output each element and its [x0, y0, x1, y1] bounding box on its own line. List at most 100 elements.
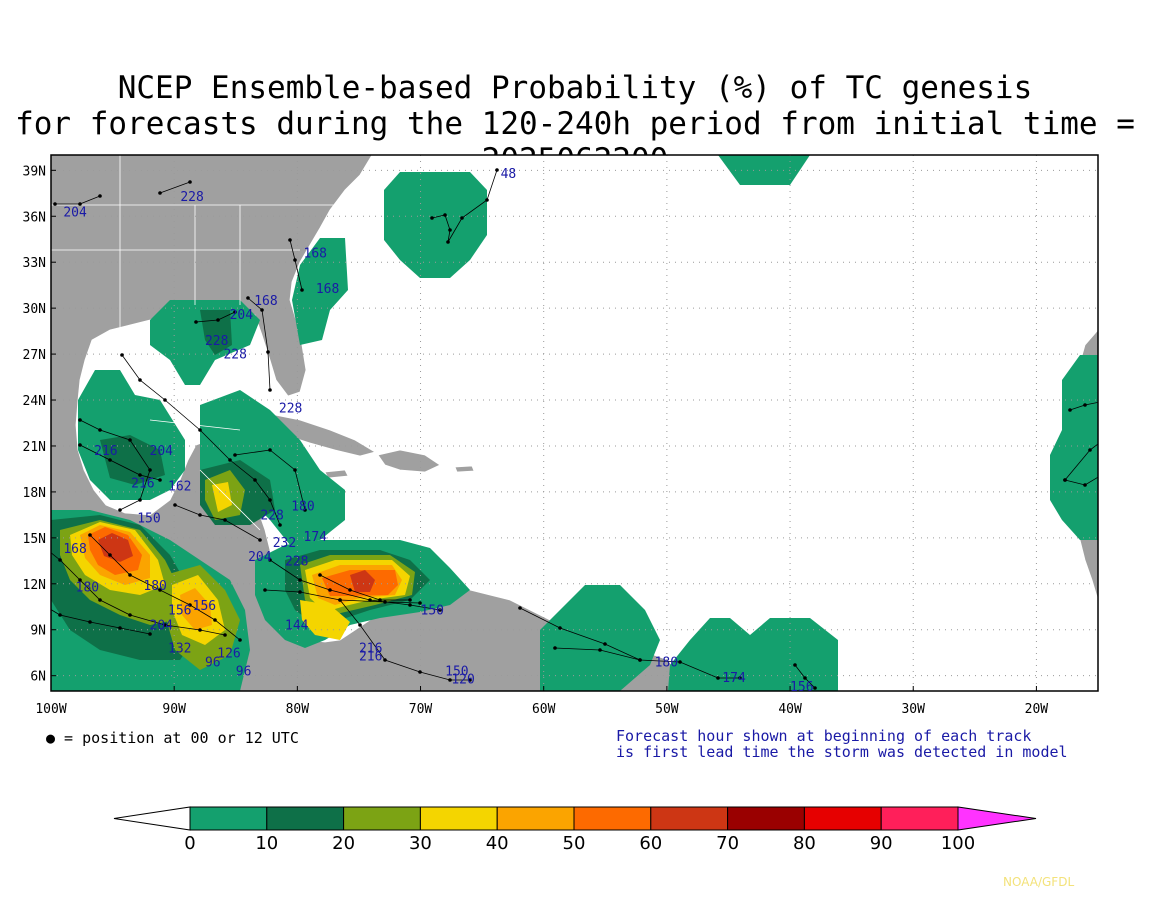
track-dot	[298, 590, 302, 594]
track-dot	[78, 443, 82, 447]
track-dot	[1088, 448, 1092, 452]
colorbar-label: 50	[563, 833, 586, 854]
track-dot	[518, 606, 522, 610]
track-dot	[118, 626, 122, 630]
colorbar-swatch	[880, 806, 959, 831]
track-dot	[288, 238, 292, 242]
forecast-hour-note: Forecast hour shown at beginning of each…	[616, 728, 1068, 760]
track-dot	[803, 676, 807, 680]
track-dot	[120, 353, 124, 357]
colorbar: 0 10 20 30 40 50 60 70 80 90 100	[113, 806, 1037, 854]
track-dot	[383, 658, 387, 662]
colorbar-label: 100	[941, 833, 975, 854]
borders	[51, 155, 360, 531]
track-dot	[78, 418, 82, 422]
track-dot	[58, 613, 62, 617]
colorbar-label: 40	[486, 833, 509, 854]
track-dot	[128, 438, 132, 442]
lon-label: 80W	[286, 702, 310, 717]
colorbar-label: 90	[870, 833, 893, 854]
track-dot	[88, 533, 92, 537]
colorbar-swatch	[266, 806, 345, 831]
track-dot	[216, 318, 220, 322]
forecast-hour-label: 180	[291, 499, 314, 514]
track-dot	[298, 578, 302, 582]
track-dot	[408, 598, 412, 602]
track-dot	[223, 518, 227, 522]
forecast-hour-label: 180	[655, 655, 678, 670]
colorbar-over-arrow	[957, 806, 1037, 831]
latitude-labels: 39N 36N 33N 30N 27N 24N 21N 18N 15N 12N 9N 6N	[23, 164, 56, 685]
track-dot	[138, 378, 142, 382]
track-dot	[266, 350, 270, 354]
track-dot	[246, 296, 250, 300]
track-dot	[418, 670, 422, 674]
track-dot	[293, 258, 297, 262]
track-dot	[300, 288, 304, 292]
forecast-hour-label: 48	[501, 167, 517, 182]
forecast-hour-label: 96	[205, 655, 221, 670]
forecast-hour-label: 156	[193, 599, 216, 614]
lat-label: 39N	[23, 164, 46, 179]
track-dot	[173, 503, 177, 507]
track-dot	[553, 646, 557, 650]
colorbar-swatch	[727, 806, 805, 831]
track-dot	[158, 191, 162, 195]
colorbar-label: 80	[793, 833, 816, 854]
colorbar-label: 20	[332, 833, 355, 854]
colorbar-swatch	[496, 806, 575, 831]
forecast-hour-label: 156	[790, 680, 813, 695]
track-dot	[418, 601, 422, 605]
track-dot	[198, 513, 202, 517]
note-line-1: Forecast hour shown at beginning of each…	[616, 727, 1032, 745]
track-dot	[1063, 478, 1067, 482]
track-dot	[495, 168, 499, 172]
forecast-hour-label: 174	[722, 671, 746, 686]
forecast-hour-label: 162	[168, 479, 191, 494]
forecast-hour-label: 168	[254, 294, 277, 309]
track-dot	[303, 508, 307, 512]
track-dot	[1083, 403, 1087, 407]
position-legend: ● = position at 00 or 12 UTC	[46, 729, 299, 747]
track-dot	[438, 608, 442, 612]
colorbar-label: 30	[409, 833, 432, 854]
track-dot	[148, 468, 152, 472]
map-grid	[51, 155, 1098, 691]
track-dot	[98, 428, 102, 432]
track-dot	[158, 478, 162, 482]
track-dot	[78, 578, 82, 582]
track-dot	[128, 613, 132, 617]
colorbar-swatch	[343, 806, 421, 831]
forecast-hour-label: 132	[168, 642, 191, 657]
track-dot	[348, 588, 352, 592]
forecast-hour-label: 216	[131, 476, 154, 491]
track-dot	[358, 623, 362, 627]
track-dot	[268, 388, 272, 392]
track-dot	[638, 658, 642, 662]
lon-label: 70W	[409, 702, 433, 717]
track-dot	[443, 213, 447, 217]
lat-label: 30N	[23, 302, 46, 317]
track-dot	[603, 642, 607, 646]
track-dot	[268, 448, 272, 452]
forecast-hour-label: 168	[63, 542, 86, 557]
track-dot	[188, 603, 192, 607]
forecast-hour-label: 228	[205, 334, 228, 349]
track-dot	[293, 468, 297, 472]
forecast-hour-label: 204	[248, 550, 272, 565]
track-dot	[408, 603, 412, 607]
forecast-hour-label: 228	[260, 508, 283, 523]
track-dot	[1108, 468, 1112, 472]
forecast-hour-label: 120	[451, 672, 474, 687]
forecast-hour-label: 180	[76, 580, 99, 595]
lat-label: 15N	[23, 532, 46, 547]
colorbar-label: 70	[716, 833, 739, 854]
forecast-hour-label: 96	[236, 665, 252, 680]
track-dot	[448, 678, 452, 682]
track-dot	[98, 598, 102, 602]
forecast-hour-label: 228	[223, 348, 246, 363]
track-dot	[328, 588, 332, 592]
track-dot	[198, 428, 202, 432]
track-dot	[468, 678, 472, 682]
